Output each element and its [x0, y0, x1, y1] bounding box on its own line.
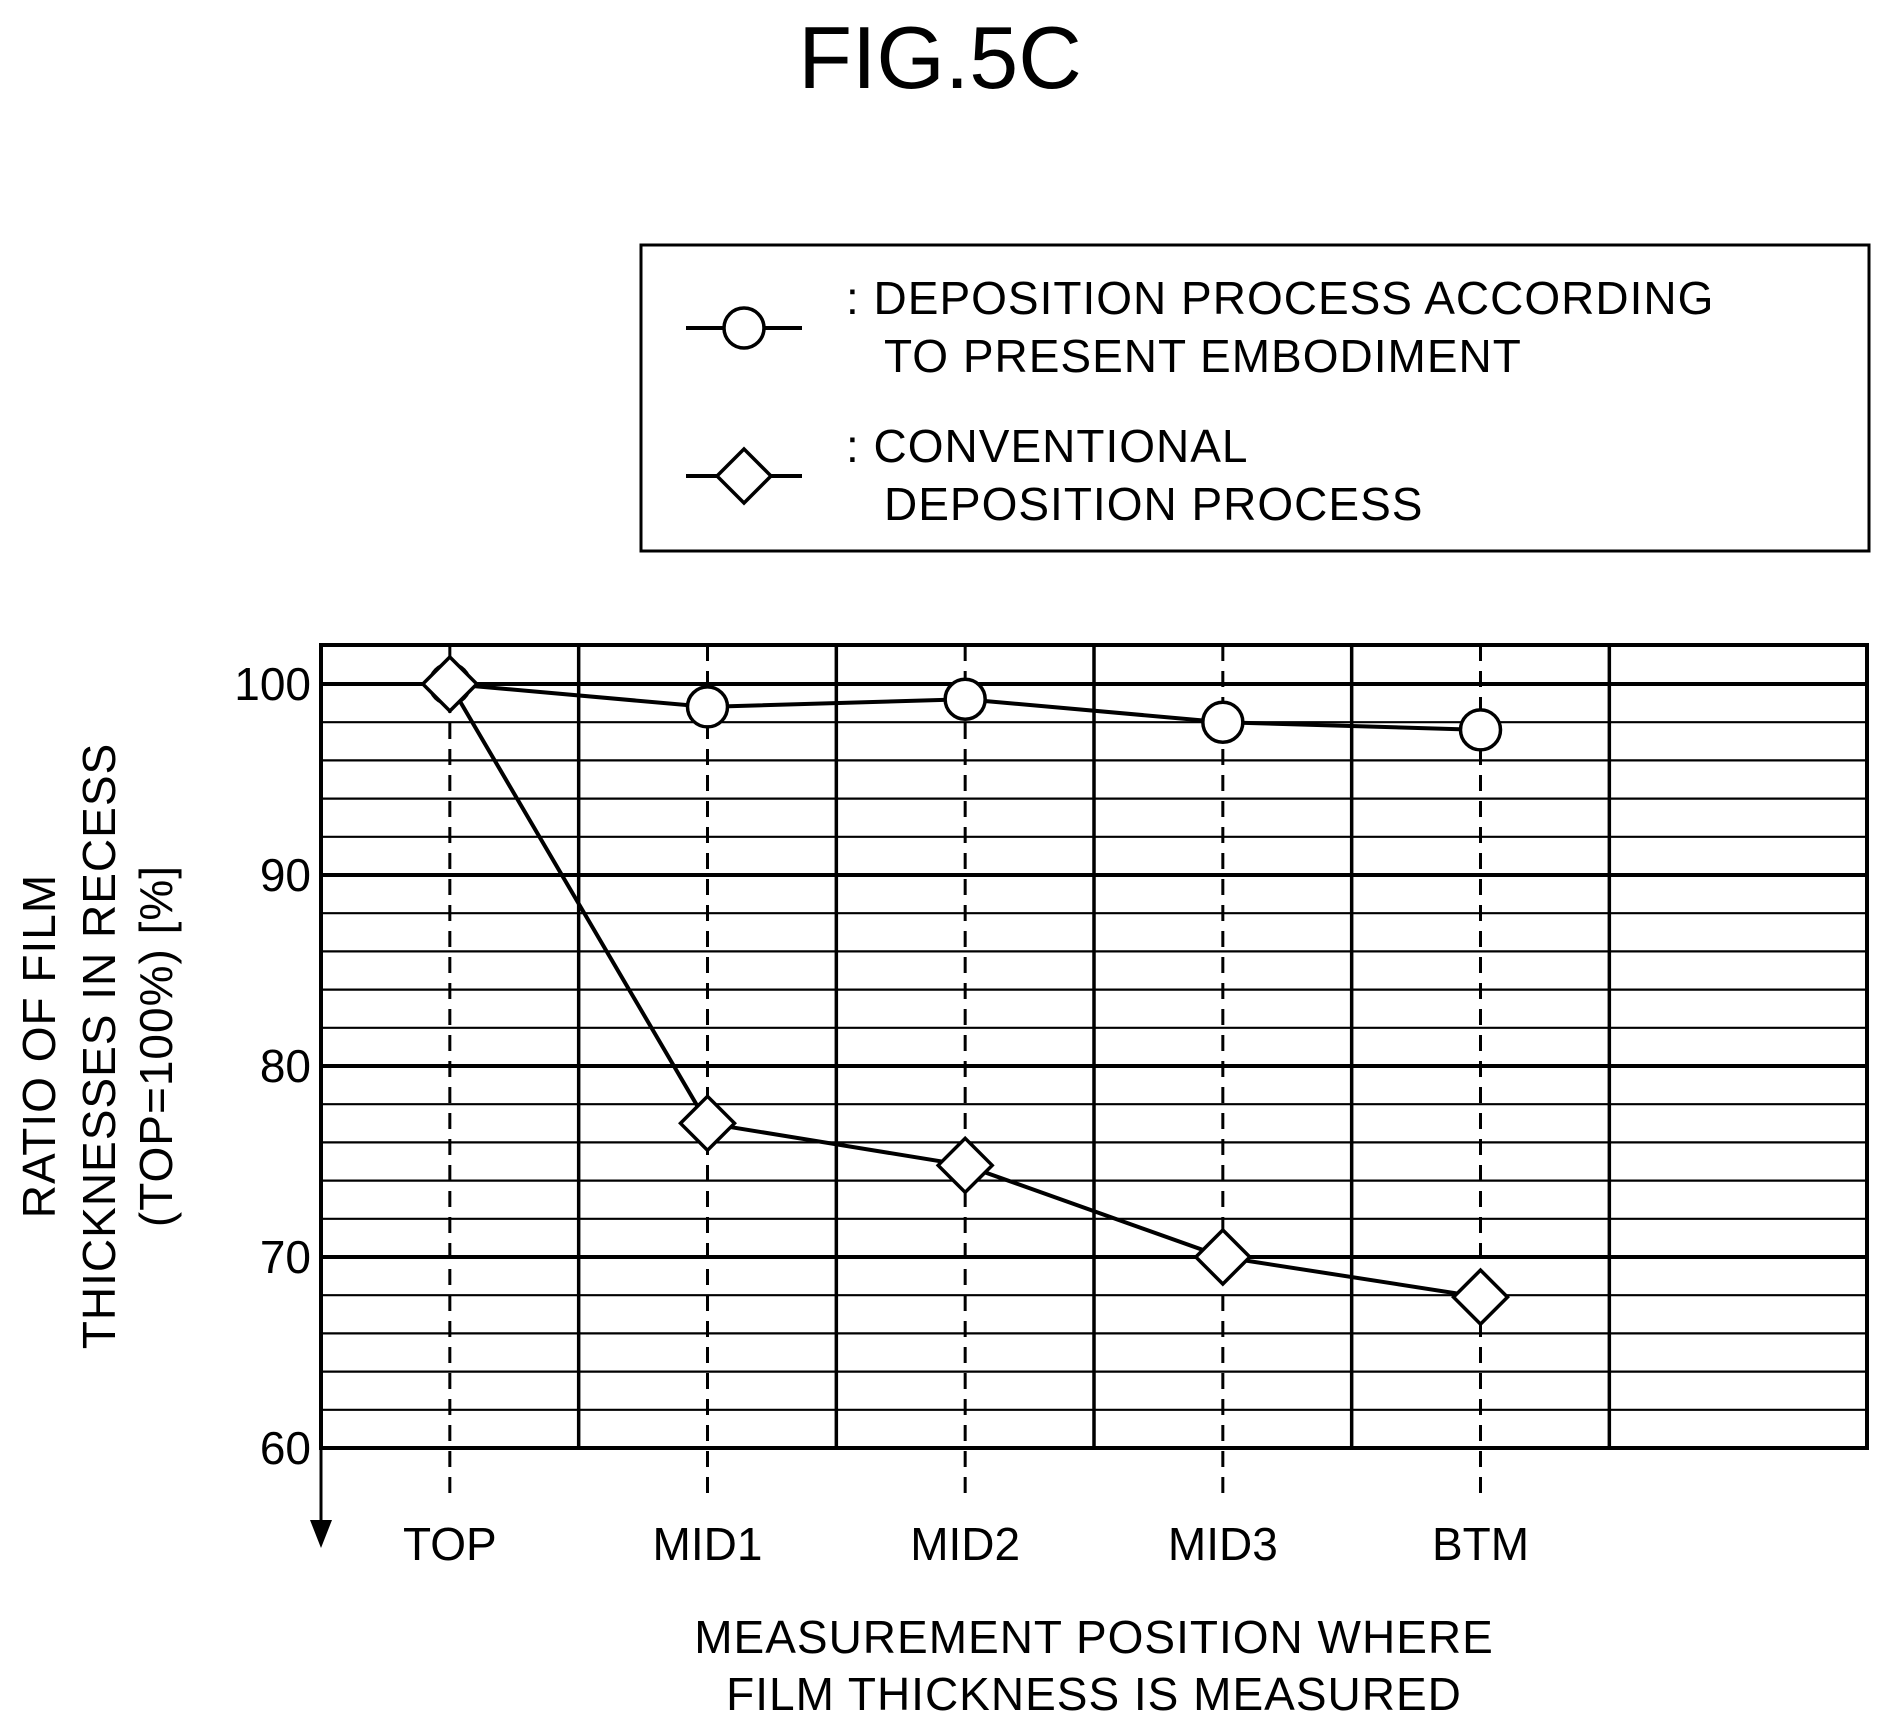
- legend-label: TO PRESENT EMBODIMENT: [884, 330, 1522, 382]
- x-tick-labels: TOP MID1 MID2 MID3 BTM: [403, 1518, 1529, 1570]
- y-axis-label-line: THICKNESSES IN RECESS: [73, 743, 125, 1349]
- x-axis-label-line: FILM THICKNESS IS MEASURED: [726, 1668, 1462, 1720]
- x-axis-label-line: MEASUREMENT POSITION WHERE: [694, 1611, 1494, 1663]
- legend-diamond-marker: [714, 446, 774, 506]
- x-tick-label: TOP: [403, 1518, 497, 1570]
- y-tick-label: 80: [260, 1040, 311, 1092]
- y-axis-arrow: [310, 1448, 332, 1548]
- legend-label: : DEPOSITION PROCESS ACCORDING: [846, 272, 1714, 324]
- y-axis-label-line: RATIO OF FILM: [13, 874, 65, 1218]
- y-tick-labels: 60 70 80 90 100: [234, 658, 311, 1474]
- legend-entry: : DEPOSITION PROCESS ACCORDING TO PRESENT…: [686, 272, 1714, 382]
- series-conventional: [420, 654, 1510, 1327]
- legend-entry: : CONVENTIONAL DEPOSITION PROCESS: [686, 420, 1423, 530]
- y-axis-label: RATIO OF FILM THICKNESSES IN RECESS (TOP=1…: [13, 743, 182, 1349]
- x-tick-label: BTM: [1432, 1518, 1529, 1570]
- y-tick-label: 100: [234, 658, 311, 710]
- series-group: [420, 654, 1510, 1327]
- legend-circle-marker: [722, 306, 766, 350]
- grid: [319, 643, 1869, 1500]
- diamond-data-point: [420, 654, 480, 714]
- legend-box: [639, 243, 1871, 553]
- legend-label: : CONVENTIONAL: [846, 420, 1249, 472]
- diamond-data-point: [678, 1093, 737, 1153]
- y-tick-label: 70: [260, 1231, 311, 1283]
- legend: : DEPOSITION PROCESS ACCORDING TO PRESENT…: [639, 243, 1871, 553]
- figure-title: FIG.5C: [798, 8, 1082, 107]
- diamond-data-point: [1451, 1267, 1510, 1327]
- circle-data-point: [1458, 708, 1503, 752]
- circle-data-point: [1201, 700, 1245, 744]
- circle-data-point: [685, 685, 730, 729]
- x-tick-label: MID1: [653, 1518, 763, 1570]
- y-axis-label-line: (TOP=100%) [%]: [130, 865, 182, 1227]
- circle-data-point: [943, 677, 987, 722]
- diamond-data-point: [1193, 1227, 1253, 1287]
- y-tick-label: 60: [260, 1422, 311, 1474]
- diamond-data-point: [935, 1135, 995, 1195]
- legend-label: DEPOSITION PROCESS: [884, 478, 1423, 530]
- x-tick-label: MID2: [910, 1518, 1020, 1570]
- x-tick-label: MID3: [1168, 1518, 1278, 1570]
- y-tick-label: 90: [260, 849, 311, 901]
